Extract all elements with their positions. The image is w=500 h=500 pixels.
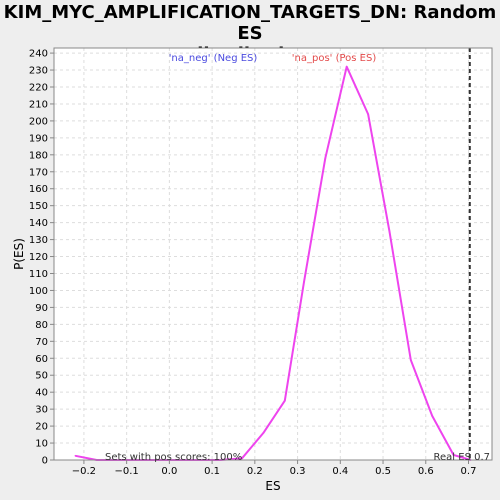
es-series-point: [410, 359, 412, 361]
es-series-point: [303, 281, 305, 283]
legend-neg: 'na_neg' (Neg ES): [169, 53, 258, 64]
es-series-point: [367, 113, 369, 115]
y-tick-label: 230: [29, 66, 48, 77]
y-tick-label: 130: [29, 235, 48, 246]
pos-scores-note: Sets with pos scores: 100%: [105, 452, 242, 463]
x-tick-label: 0.7: [461, 466, 477, 477]
y-tick-label: 80: [35, 320, 48, 331]
x-tick-label: 0.1: [204, 466, 220, 477]
x-axis-title: ES: [265, 479, 280, 493]
x-tick-label: −0.1: [114, 466, 138, 477]
y-tick-label: 220: [29, 82, 48, 93]
x-tick-label: 0.5: [375, 466, 391, 477]
y-tick-label: 240: [29, 49, 48, 60]
x-tick-label: 0.4: [332, 466, 348, 477]
y-tick-label: 110: [29, 269, 48, 280]
plot-border: [53, 47, 493, 461]
y-tick-label: 210: [29, 99, 48, 110]
y-tick-label: 50: [35, 371, 48, 382]
es-series-point: [324, 157, 327, 160]
es-series-point: [241, 457, 243, 460]
grid-lines: [54, 48, 492, 461]
y-tick-label: 40: [35, 388, 48, 399]
y-tick-label: 200: [29, 116, 48, 127]
es-series-point: [74, 454, 77, 457]
es-series-point: [388, 230, 391, 232]
es-series-point: [283, 399, 286, 402]
y-tick-label: 10: [35, 439, 48, 450]
y-tick-label: 190: [29, 133, 48, 144]
y-tick-label: 180: [29, 150, 48, 161]
real-es-label: Real ES 0.7: [434, 452, 490, 463]
y-tick-label: 30: [35, 405, 48, 416]
legend-pos: 'na_pos' (Pos ES): [292, 53, 377, 64]
x-tick-label: 0.6: [418, 466, 434, 477]
x-tick-label: −0.2: [72, 466, 96, 477]
es-series-point: [452, 454, 455, 456]
y-tick-label: 20: [35, 422, 48, 433]
y-tick-label: 140: [29, 218, 48, 229]
y-tick-label: 100: [29, 286, 48, 297]
y-tick-label: 120: [29, 252, 48, 263]
es-series-point: [262, 432, 265, 434]
y-tick-label: 160: [29, 184, 48, 195]
y-tick-label: 70: [35, 337, 48, 348]
y-tick-label: 90: [35, 303, 48, 314]
y-tick-label: 60: [35, 354, 48, 365]
x-tick-label: 0.0: [161, 466, 177, 477]
es-series-point: [345, 65, 348, 68]
x-tick-label: 0.3: [290, 466, 306, 477]
y-tick-label: 0: [42, 456, 48, 467]
y-tick-label: 150: [29, 201, 48, 212]
es-series-point: [431, 415, 433, 417]
chart-title-line-1: KIM_MYC_AMPLIFICATION_TARGETS_DN: Random…: [3, 2, 497, 44]
y-tick-label: 170: [29, 167, 48, 178]
axes: 0 10 20 30 40 50 60 70 80 90 100 110 120 130 140 150 160…: [29, 47, 493, 477]
y-axis-title: P(ES): [12, 238, 26, 270]
x-tick-label: 0.2: [247, 466, 263, 477]
